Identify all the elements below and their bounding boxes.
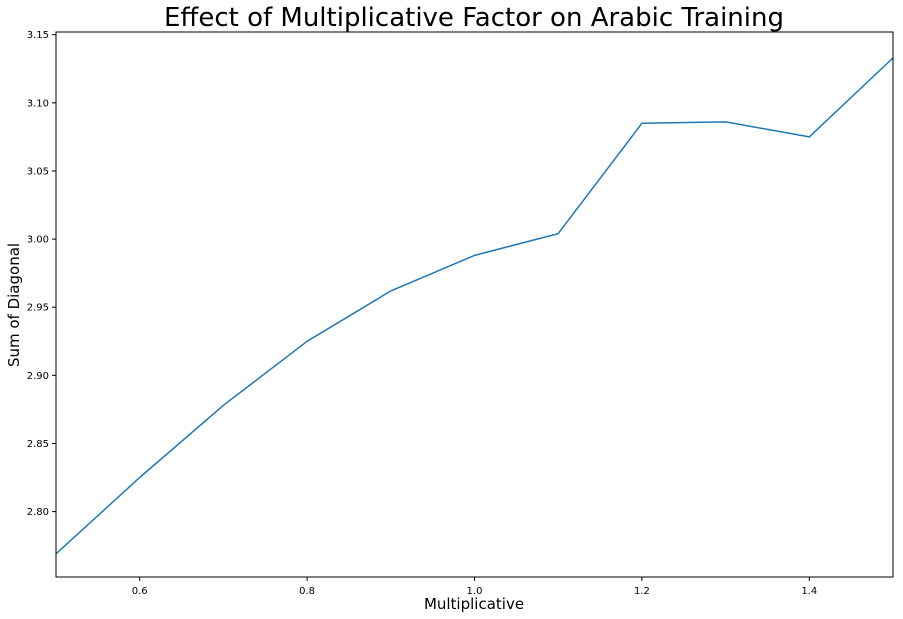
x-tick-label: 1.2 bbox=[634, 586, 650, 597]
y-axis-label: Sum of Diagonal bbox=[5, 243, 23, 367]
y-tick-label: 3.05 bbox=[27, 166, 49, 177]
y-tick-label: 2.85 bbox=[27, 439, 49, 450]
x-axis-label: Multiplicative bbox=[424, 595, 524, 613]
x-tick-label: 0.6 bbox=[132, 586, 148, 597]
y-tick-label: 2.90 bbox=[27, 371, 49, 382]
y-tick-label: 3.10 bbox=[27, 98, 49, 109]
y-axis: 2.80 2.85 2.90 2.95 3.00 3.05 3.10 3.15 bbox=[27, 30, 56, 518]
y-tick-label: 2.80 bbox=[27, 507, 49, 518]
series-layer bbox=[55, 57, 894, 555]
x-tick-label: 0.8 bbox=[299, 586, 315, 597]
plot-area bbox=[55, 31, 894, 578]
y-tick-label: 3.00 bbox=[27, 235, 49, 246]
y-tick-label: 2.95 bbox=[27, 303, 49, 314]
chart-title: Effect of Multiplicative Factor on Arabi… bbox=[164, 3, 784, 33]
x-tick-label: 1.0 bbox=[467, 586, 483, 597]
x-tick-label: 1.4 bbox=[801, 586, 817, 597]
axes-frame bbox=[55, 31, 894, 578]
x-axis: 0.6 0.8 1.0 1.2 1.4 bbox=[132, 577, 817, 597]
series-line bbox=[55, 57, 894, 555]
y-tick-label: 3.15 bbox=[27, 30, 49, 41]
